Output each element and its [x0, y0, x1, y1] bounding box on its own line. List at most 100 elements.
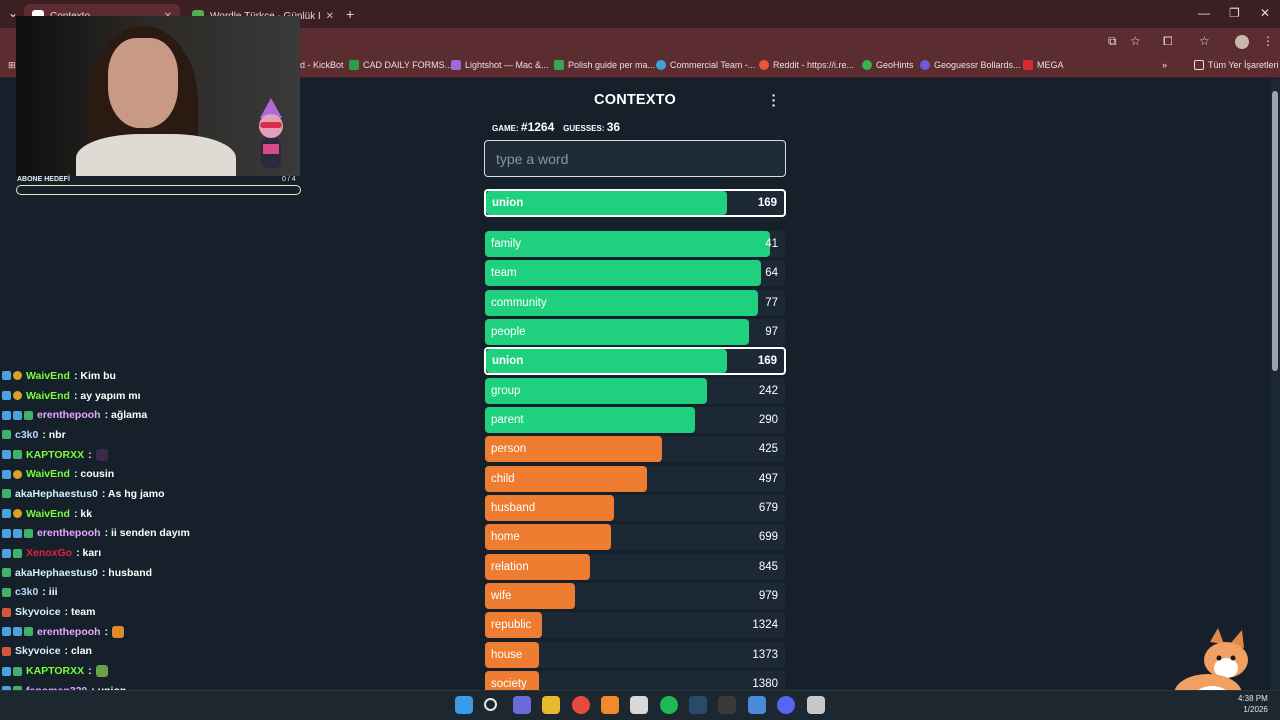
chat-username[interactable]: WaivEnd — [26, 389, 70, 402]
chat-username[interactable]: akaHephaestus0 — [15, 566, 98, 579]
bookmark-geohints[interactable]: GeoHints — [862, 60, 914, 70]
guess-bar — [485, 289, 758, 316]
guess-word: people — [491, 325, 526, 338]
clock-date: 1/2026 — [1243, 705, 1268, 714]
app-orange-icon[interactable] — [601, 696, 619, 714]
streamer-shirt — [76, 134, 236, 176]
guess-bar — [485, 260, 761, 287]
minimize-icon[interactable]: — — [1198, 6, 1210, 20]
last-guess-bar — [486, 191, 728, 215]
windows-start-icon[interactable] — [455, 696, 473, 714]
mod-badge-icon — [2, 666, 11, 676]
chat-username[interactable]: XenoxGo — [26, 547, 73, 560]
bookmark-kickbot[interactable]: d - KickBot — [300, 60, 344, 70]
bookmark-star-icon[interactable]: ☆ — [1130, 34, 1141, 48]
menu-dots-icon[interactable]: · · · — [771, 87, 777, 113]
chat-username[interactable]: KAPTORXX — [26, 665, 85, 678]
record-icon[interactable] — [807, 696, 825, 714]
notepad-icon[interactable] — [630, 696, 648, 714]
page-scrollbar[interactable] — [1270, 79, 1280, 690]
streamer-face — [108, 38, 178, 128]
new-tab-plus-icon[interactable]: + — [346, 6, 355, 22]
apps-grid-icon[interactable]: ⊞ — [8, 60, 16, 70]
folder-icon — [1194, 60, 1204, 70]
sub-badge-icon — [13, 450, 22, 460]
clock-time: 4:38 PM — [1238, 694, 1268, 703]
chat-username[interactable]: c3k0 — [15, 586, 39, 599]
chat-username[interactable]: erenthepooh — [37, 625, 101, 638]
chat-username[interactable]: erenthepooh — [37, 409, 101, 422]
close-icon[interactable]: ✕ — [325, 10, 334, 22]
sub-badge-icon — [2, 568, 11, 578]
search-icon[interactable] — [484, 698, 497, 711]
word-input[interactable] — [484, 140, 786, 177]
chat-username[interactable]: akaHephaestus0 — [15, 487, 98, 500]
chat-message: erenthepooh: ağlama — [2, 405, 302, 425]
browser-menu-icon[interactable]: ⋮ — [1262, 34, 1274, 48]
bookmark-lightshot[interactable]: Lightshot — Mac &... — [451, 60, 549, 70]
guess-row: union 169 — [484, 347, 786, 376]
last-guess-rank: 169 — [757, 197, 777, 209]
mascot-sticker-icon — [259, 98, 283, 168]
chat-emote-icon — [112, 625, 125, 638]
bookmarks-panel-icon[interactable]: ☆ — [1199, 34, 1210, 48]
bookmark-mega[interactable]: MEGA — [1023, 60, 1064, 70]
chat-username[interactable]: erenthepooh — [37, 527, 101, 540]
more-bookmarks-chevron-icon[interactable]: » — [1162, 60, 1168, 70]
bookmark-cad-daily-forms[interactable]: CAD DAILY FORMS... — [349, 60, 452, 70]
chrome-icon[interactable] — [572, 696, 590, 714]
bookmark-polish-guide[interactable]: Polish guide per ma... — [554, 60, 655, 70]
guess-rank: 425 — [758, 443, 778, 456]
chat-message: WaivEnd: Kim bu — [2, 366, 302, 386]
geohints-icon — [862, 60, 872, 70]
mod-badge-icon — [2, 410, 11, 420]
chat-username[interactable]: Skyvoice — [15, 645, 61, 658]
chat-username[interactable]: KAPTORXX — [26, 448, 85, 461]
bookmark-commercial-team[interactable]: Commercial Team -... — [656, 60, 755, 70]
extensions-puzzle-icon[interactable]: ⧠ — [1163, 34, 1173, 48]
mod-badge-icon — [13, 627, 22, 637]
guess-bar — [485, 406, 695, 433]
guess-word: group — [491, 384, 521, 397]
guess-word: team — [491, 267, 517, 280]
game-label: GAME: — [492, 124, 519, 133]
bookmark-geoguessr-bollards[interactable]: Geoguessr Bollards... — [920, 60, 1021, 70]
spotify-icon[interactable] — [660, 696, 678, 714]
teams-icon[interactable] — [513, 696, 531, 714]
guess-row: people 97 — [485, 318, 785, 345]
chat-username[interactable]: WaivEnd — [26, 507, 70, 520]
file-explorer-icon[interactable] — [542, 696, 560, 714]
profile-avatar[interactable] — [1235, 35, 1249, 49]
chat-username[interactable]: WaivEnd — [26, 468, 70, 481]
subscriber-goal-count: 0 / 4 — [282, 176, 296, 183]
guess-word: republic — [491, 619, 532, 632]
guess-row: parent 290 — [485, 406, 785, 433]
tab-search-chevron-icon[interactable]: ⌄ — [8, 6, 19, 20]
chat-message: KAPTORXX: — [2, 661, 302, 681]
chat-message: akaHephaestus0: As hg jamo — [2, 484, 302, 504]
chat-text: : ağlama — [104, 409, 148, 422]
discord-icon[interactable] — [777, 696, 795, 714]
guess-bar — [485, 377, 707, 404]
guess-word: society — [491, 677, 527, 690]
restore-icon[interactable]: ❐ — [1229, 6, 1240, 20]
guess-row: husband 679 — [485, 494, 785, 521]
guess-row: wife 979 — [485, 582, 785, 609]
chat-message: XenoxGo: karı — [2, 543, 302, 563]
chat-username[interactable]: Skyvoice — [15, 606, 61, 619]
scrollbar-thumb[interactable] — [1272, 91, 1278, 371]
chat-text: : kk — [73, 507, 93, 520]
guess-rank: 169 — [757, 355, 777, 368]
taskbar-clock[interactable]: 4:38 PM 1/2026 — [1238, 693, 1268, 715]
game-icon[interactable] — [748, 696, 766, 714]
guess-rank: 77 — [765, 296, 778, 309]
chat-username[interactable]: c3k0 — [15, 428, 39, 441]
chat-username[interactable]: WaivEnd — [26, 369, 70, 382]
obs-icon[interactable] — [718, 696, 736, 714]
steam-icon[interactable] — [689, 696, 707, 714]
all-bookmarks-folder[interactable]: Tüm Yer İşaretleri — [1194, 60, 1279, 70]
install-app-icon[interactable]: ⧉ — [1108, 34, 1117, 48]
bookmark-reddit[interactable]: Reddit - https://i.re... — [759, 60, 854, 70]
guess-rank: 242 — [758, 384, 778, 397]
window-close-icon[interactable]: ✕ — [1260, 6, 1271, 20]
